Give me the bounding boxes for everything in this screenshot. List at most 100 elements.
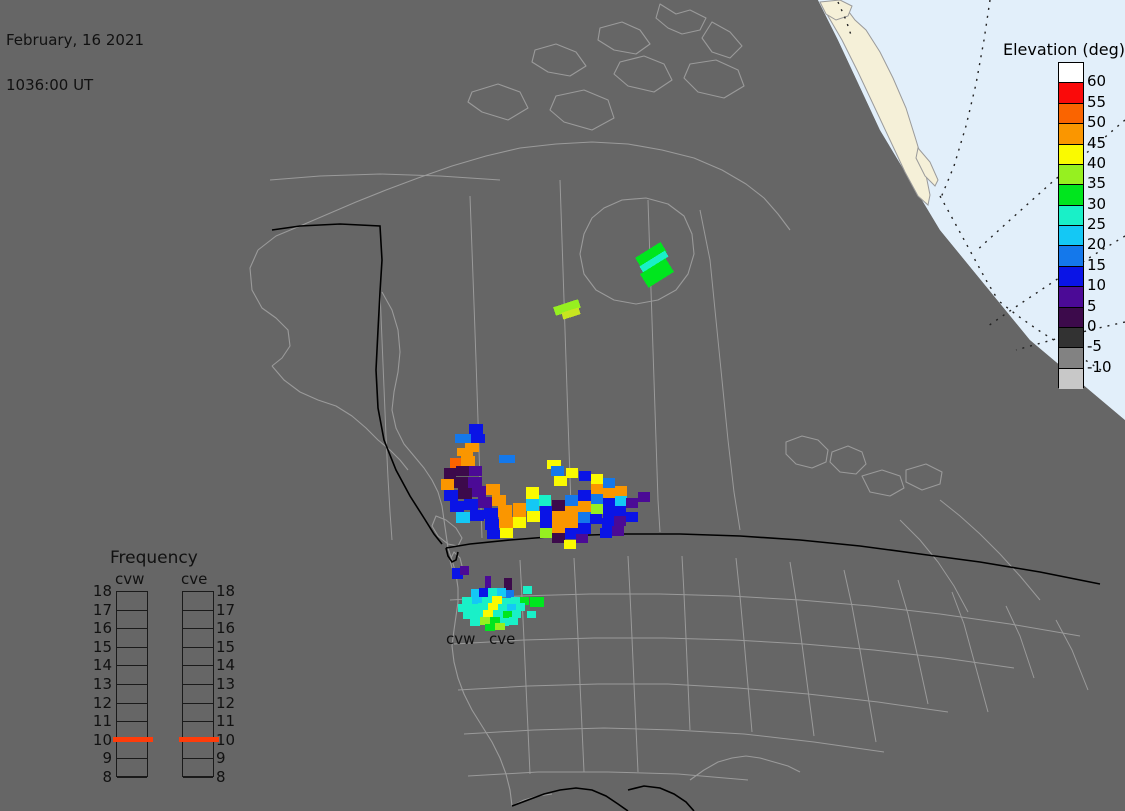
radar-cell [591, 474, 603, 484]
frequency-tick-cve-12: 12 [216, 693, 236, 712]
radar-cell [470, 618, 480, 626]
frequency-cell-cvw-14[interactable] [117, 666, 147, 685]
frequency-tick-cve-16: 16 [216, 619, 236, 638]
radar-cell [591, 504, 603, 514]
elevation-band-5 [1059, 164, 1083, 186]
radar-cluster-northern-canada-patch-small [553, 299, 581, 320]
radar-cell [614, 516, 626, 526]
radar-cell [478, 603, 488, 611]
radar-cell [488, 588, 497, 597]
radar-cell [492, 495, 506, 506]
frequency-tick-cvw-15: 15 [92, 637, 112, 656]
radar-cell [516, 603, 525, 611]
frequency-tick-cve-8: 8 [216, 768, 226, 786]
radar-cell [463, 611, 473, 619]
frequency-cell-cve-12[interactable] [183, 704, 213, 723]
radar-cell [471, 434, 485, 443]
timestamp-date: February, 16 2021 [6, 31, 145, 49]
frequency-ticks-cvw: 18 17 16 15 14 13 12 11 10 9 8 [86, 584, 112, 785]
radar-cell [603, 498, 615, 508]
radar-cell [578, 490, 591, 501]
frequency-cell-cvw-9[interactable] [117, 759, 147, 778]
radar-cell [482, 597, 492, 605]
elevation-tick-50: 50 [1087, 113, 1107, 132]
elevation-band-2 [1059, 103, 1083, 125]
radar-cell [470, 510, 484, 521]
radar-cell [540, 528, 552, 538]
frequency-tick-cvw-13: 13 [92, 675, 112, 693]
frequency-column-cve[interactable] [179, 591, 219, 778]
radar-cell [487, 530, 500, 539]
frequency-tick-cve-10: 10 [216, 730, 236, 749]
radar-cell [484, 508, 498, 519]
frequency-cell-cvw-18[interactable] [117, 592, 147, 611]
radar-cell [502, 598, 511, 606]
graticule-layer [837, 0, 1125, 373]
frequency-cell-cvw-10[interactable] [117, 741, 147, 760]
coastline-layer [249, 3, 943, 807]
frequency-cell-cvw-15[interactable] [117, 648, 147, 667]
radar-cell [603, 508, 615, 518]
frequency-cell-cve-14[interactable] [183, 666, 213, 685]
frequency-cell-cve-13[interactable] [183, 685, 213, 704]
radar-cell [480, 617, 490, 625]
radar-cell [566, 468, 578, 478]
timestamp-time: 1036:00 UT [6, 76, 94, 94]
frequency-legend-title: Frequency [110, 548, 198, 568]
radar-cell [450, 458, 461, 470]
radar-cell [511, 597, 520, 605]
radar-cell [485, 519, 499, 530]
radar-cell [458, 488, 472, 499]
radar-cell [444, 490, 458, 501]
frequency-column-header-cve: cve [181, 570, 208, 588]
radar-cell [523, 586, 532, 594]
elevation-band-1 [1059, 83, 1083, 104]
radar-cell [564, 540, 576, 549]
radar-cell [512, 610, 521, 618]
frequency-cell-cve-16[interactable] [183, 629, 213, 648]
radar-cell [452, 568, 463, 579]
elevation-band-11 [1059, 287, 1083, 308]
frequency-cell-cvw-13[interactable] [117, 685, 147, 704]
radar-cell [500, 618, 509, 626]
frequency-tick-cve-14: 14 [216, 656, 236, 675]
radar-cell [626, 498, 638, 508]
radar-cell [551, 466, 564, 476]
elevation-tick-45: 45 [1087, 133, 1107, 152]
radar-cluster-prairie-band-mid [457, 448, 591, 549]
radar-cell [444, 468, 456, 479]
radar-cell [539, 495, 551, 506]
frequency-column-cvw[interactable] [113, 591, 153, 778]
radar-cell [457, 448, 473, 456]
radar-cell [578, 501, 591, 512]
frequency-tick-cve-13: 13 [216, 675, 236, 693]
elevation-tick-5: 5 [1087, 296, 1097, 315]
radar-cluster-prairie-band-east [551, 466, 650, 538]
radar-cell [461, 456, 475, 466]
radar-cell [503, 611, 512, 619]
elevation-colorbar-legend: Elevation (deg) 60 55 50 45 40 35 30 25 20 15 10 5 0… [1003, 40, 1125, 389]
frequency-cell-cve-17[interactable] [183, 611, 213, 630]
elevation-tick-0: 0 [1087, 316, 1097, 335]
frequency-tick-cvw-9: 9 [102, 749, 112, 768]
frequency-cell-cvw-12[interactable] [117, 704, 147, 723]
radar-cell [565, 528, 578, 539]
elevation-band-15 [1059, 368, 1083, 389]
radar-cell [486, 484, 500, 495]
frequency-tick-cvw-8: 8 [102, 768, 112, 786]
frequency-cell-cve-9[interactable] [183, 759, 213, 778]
radar-cell [576, 534, 588, 543]
timestamp-overlay: February, 16 2021 1036:00 UT [6, 3, 144, 123]
elevation-band-12 [1059, 307, 1083, 328]
frequency-cell-cvw-17[interactable] [117, 611, 147, 630]
map-label-cvw: cvw [446, 630, 476, 648]
elevation-tick-15: 15 [1087, 255, 1107, 274]
frequency-cell-cvw-16[interactable] [117, 629, 147, 648]
elevation-band-14 [1059, 348, 1083, 369]
radar-cluster-northern-canada-patch-large [635, 241, 674, 288]
frequency-cell-cve-10[interactable] [183, 741, 213, 760]
frequency-cell-cve-15[interactable] [183, 648, 213, 667]
frequency-cell-cve-18[interactable] [183, 592, 213, 611]
radar-cell [540, 517, 552, 528]
